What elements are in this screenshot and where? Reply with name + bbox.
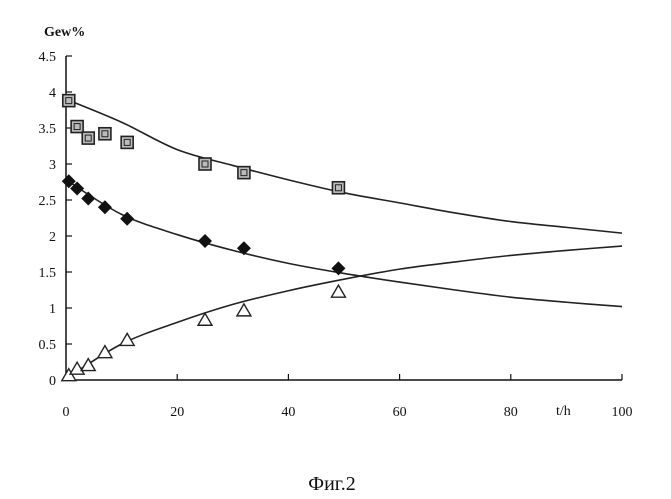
x-tick-label: 60 — [393, 405, 407, 420]
figure-caption: Фиг.2 — [308, 473, 355, 495]
data-point-square — [332, 182, 344, 194]
axes: 0 0.5 1 1.5 2 2.5 3 3.5 4 4.5 0 20 40 60 80 100 — [39, 50, 633, 420]
data-point-triangle — [331, 285, 345, 297]
data-point-square — [99, 128, 111, 140]
y-tick-label: 0.5 — [39, 338, 57, 353]
x-axis-label: t/h — [556, 404, 571, 419]
data-point-diamond — [237, 241, 251, 255]
x-tick-label: 20 — [170, 405, 184, 420]
x-tick-label: 40 — [281, 405, 295, 420]
y-tick-label: 3 — [49, 158, 56, 173]
y-tick-label: 0 — [49, 374, 56, 389]
x-tick-label: 80 — [504, 405, 518, 420]
y-tick-label: 4.5 — [39, 50, 57, 65]
fit-curve-diamond — [66, 180, 622, 307]
y-axis-label: Gew% — [44, 25, 85, 40]
data-point-square — [238, 167, 250, 179]
data-point-square — [121, 136, 133, 148]
y-tick-label: 1.5 — [39, 266, 57, 281]
x-tick-label: 100 — [612, 405, 633, 420]
fit-curve-square — [66, 99, 622, 233]
data-point-square — [63, 95, 75, 107]
fit-curves — [66, 99, 622, 378]
y-tick-label: 3.5 — [39, 122, 57, 137]
y-tick-label: 2.5 — [39, 194, 57, 209]
data-points — [62, 95, 346, 381]
data-point-diamond — [81, 192, 95, 206]
y-tick-label: 4 — [49, 86, 56, 101]
data-point-diamond — [120, 212, 134, 226]
x-ticks: 0 20 40 60 80 100 — [63, 374, 633, 420]
data-point-square — [71, 121, 83, 133]
y-tick-label: 1 — [49, 302, 56, 317]
data-point-triangle — [98, 346, 112, 358]
fit-curve-triangle — [66, 246, 622, 378]
data-point-triangle — [237, 304, 251, 316]
data-point-diamond — [198, 234, 212, 248]
data-point-square — [199, 158, 211, 170]
data-point-square — [82, 132, 94, 144]
x-tick-label: 0 — [63, 405, 70, 420]
y-tick-label: 2 — [49, 230, 56, 245]
